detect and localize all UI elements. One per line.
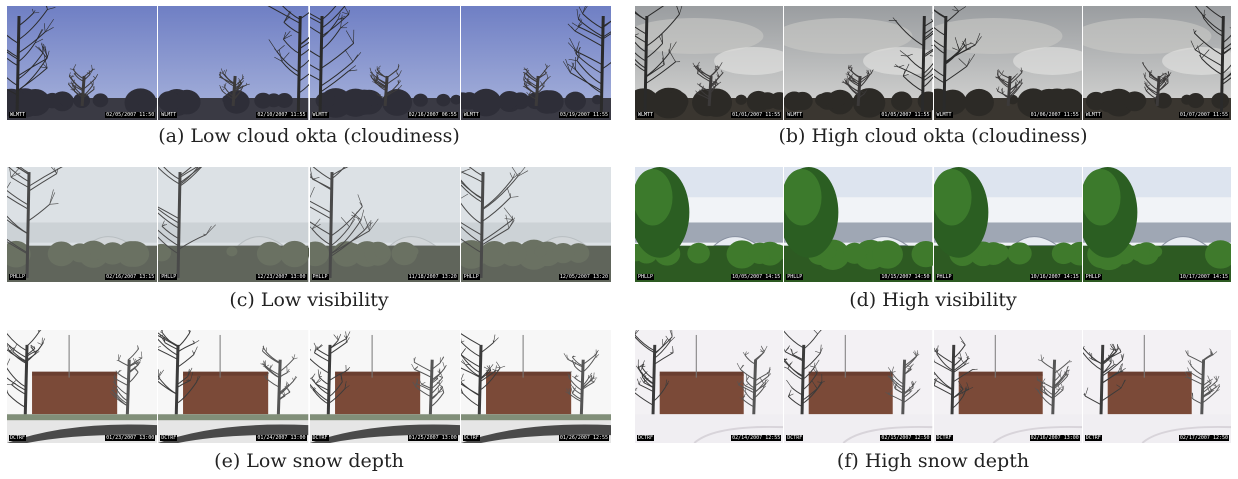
timestamp-label: 02/14/2007 12:55 <box>731 435 782 441</box>
panel-caption-text: High visibility <box>882 289 1017 311</box>
station-label: PHLLP <box>935 274 953 280</box>
timestamp-label: 02/17/2007 12:50 <box>1178 435 1229 441</box>
station-label: PHLLP <box>9 274 27 280</box>
timestamp-label: 02/16/2007 13:15 <box>105 274 156 280</box>
station-label: DCTRF <box>935 435 953 441</box>
panel-caption-text: High snow depth <box>864 450 1030 472</box>
webcam-photo: WLMTT 01/06/2007 11:55 <box>933 6 1083 120</box>
station-label: WLMTT <box>786 112 804 118</box>
timestamp-label: 11/18/2007 13:20 <box>407 274 458 280</box>
panel-caption-text: Low cloud okta (cloudiness) <box>190 125 460 147</box>
timestamp-label: 01/25/2007 13:00 <box>407 435 458 441</box>
image-strip-1: WLMTT 01/01/2007 11:55 WLMTT 01/05/2007 11:… <box>635 6 1231 120</box>
image-strip-2: PHLLP 02/16/2007 13:15 PHLLP 12/23/2007 13:… <box>7 167 611 282</box>
panel-caption-text: Low visibility <box>260 289 389 311</box>
panel-caption: (d) High visibility <box>630 289 1236 311</box>
station-label: DCTRF <box>160 435 178 441</box>
timestamp-label: 01/05/2007 11:55 <box>880 112 931 118</box>
timestamp-label: 02/16/2007 13:00 <box>1029 435 1080 441</box>
station-label: DCTRF <box>786 435 804 441</box>
station-label: WLMTT <box>160 112 178 118</box>
station-label: PHLLP <box>1084 274 1102 280</box>
station-label: PHLLP <box>637 274 655 280</box>
webcam-photo: DCTRF 02/15/2007 12:50 <box>784 330 934 443</box>
timestamp-label: 10/15/2007 14:50 <box>880 274 931 280</box>
panel-caption-text: High cloud okta (cloudiness) <box>811 125 1088 147</box>
station-label: DCTRF <box>9 435 27 441</box>
timestamp-label: 10/17/2007 14:15 <box>1178 274 1229 280</box>
timestamp-label: 02/05/2007 11:50 <box>105 112 156 118</box>
webcam-photo: PHLLP 10/17/2007 14:15 <box>1082 167 1231 282</box>
panel-caption: (e) Low snow depth <box>6 450 612 472</box>
webcam-photo: PHLLP 12/23/2007 13:00 <box>158 167 310 282</box>
timestamp-label: 12/05/2007 13:20 <box>558 274 609 280</box>
timestamp-label: 01/24/2007 13:00 <box>256 435 307 441</box>
timestamp-label: 03/19/2007 11:55 <box>558 112 609 118</box>
panel-label: (a) <box>158 125 185 147</box>
timestamp-label: 01/23/2007 13:00 <box>105 435 156 441</box>
station-label: PHLLP <box>311 274 329 280</box>
panel-caption-text: Low snow depth <box>246 450 404 472</box>
station-label: WLMTT <box>311 112 329 118</box>
timestamp-label: 12/23/2007 13:00 <box>256 274 307 280</box>
webcam-photo: WLMTT 01/05/2007 11:55 <box>784 6 934 120</box>
webcam-photo: PHLLP 10/16/2007 14:15 <box>933 167 1083 282</box>
webcam-photo: PHLLP 10/05/2007 14:15 <box>635 167 785 282</box>
panel-label: (e) <box>214 450 241 472</box>
timestamp-label: 01/01/2007 11:55 <box>731 112 782 118</box>
timestamp-label: 02/10/2007 11:55 <box>256 112 307 118</box>
image-strip-4: DCTRF 01/23/2007 13:00 DCTRF 01/24/2007 13:… <box>7 330 611 443</box>
webcam-photo: WLMTT 02/16/2007 06:55 <box>309 6 461 120</box>
panel-label: (c) <box>229 289 255 311</box>
station-label: DCTRF <box>311 435 329 441</box>
panel-caption: (c) Low visibility <box>6 289 612 311</box>
webcam-photo: DCTRF 02/17/2007 12:50 <box>1082 330 1231 443</box>
webcam-photo: DCTRF 02/16/2007 13:00 <box>933 330 1083 443</box>
timestamp-label: 02/16/2007 06:55 <box>407 112 458 118</box>
panel-caption: (b) High cloud okta (cloudiness) <box>630 125 1236 147</box>
station-label: WLMTT <box>637 112 655 118</box>
timestamp-label: 01/06/2007 11:55 <box>1029 112 1080 118</box>
station-label: PHLLP <box>462 274 480 280</box>
webcam-photo: DCTRF 01/25/2007 13:00 <box>309 330 461 443</box>
panel-label: (f) <box>836 450 859 472</box>
webcam-photo: DCTRF 01/26/2007 12:55 <box>460 330 611 443</box>
image-strip-3: PHLLP 10/05/2007 14:15 PHLLP 10/15/2007 14:… <box>635 167 1231 282</box>
timestamp-label: 10/05/2007 14:15 <box>731 274 782 280</box>
webcam-photo: DCTRF 01/23/2007 13:00 <box>7 330 159 443</box>
webcam-photo: WLMTT 02/10/2007 11:55 <box>158 6 310 120</box>
webcam-photo: PHLLP 11/18/2007 13:20 <box>309 167 461 282</box>
image-strip-5: DCTRF 02/14/2007 12:55 DCTRF 02/15/2007 12:… <box>635 330 1231 443</box>
timestamp-label: 02/15/2007 12:50 <box>880 435 931 441</box>
station-label: PHLLP <box>786 274 804 280</box>
webcam-photo: WLMTT 03/19/2007 11:55 <box>460 6 611 120</box>
panel-caption: (a) Low cloud okta (cloudiness) <box>6 125 612 147</box>
station-label: WLMTT <box>1084 112 1102 118</box>
timestamp-label: 10/16/2007 14:15 <box>1029 274 1080 280</box>
station-label: WLMTT <box>9 112 27 118</box>
timestamp-label: 01/07/2007 11:55 <box>1178 112 1229 118</box>
station-label: WLMTT <box>935 112 953 118</box>
webcam-photo: DCTRF 02/14/2007 12:55 <box>635 330 785 443</box>
timestamp-label: 01/26/2007 12:55 <box>558 435 609 441</box>
panel-label: (d) <box>849 289 877 311</box>
webcam-photo: WLMTT 02/05/2007 11:50 <box>7 6 159 120</box>
webcam-photo: WLMTT 01/01/2007 11:55 <box>635 6 785 120</box>
image-strip-0: WLMTT 02/05/2007 11:50 WLMTT 02/10/2007 11:… <box>7 6 611 120</box>
station-label: DCTRF <box>637 435 655 441</box>
webcam-photo: WLMTT 01/07/2007 11:55 <box>1082 6 1231 120</box>
station-label: DCTRF <box>1084 435 1102 441</box>
panel-caption: (f) High snow depth <box>630 450 1236 472</box>
webcam-photo: PHLLP 10/15/2007 14:50 <box>784 167 934 282</box>
station-label: PHLLP <box>160 274 178 280</box>
station-label: WLMTT <box>462 112 480 118</box>
station-label: DCTRF <box>462 435 480 441</box>
webcam-photo: PHLLP 12/05/2007 13:20 <box>460 167 611 282</box>
webcam-photo: PHLLP 02/16/2007 13:15 <box>7 167 159 282</box>
panel-label: (b) <box>778 125 806 147</box>
webcam-photo: DCTRF 01/24/2007 13:00 <box>158 330 310 443</box>
